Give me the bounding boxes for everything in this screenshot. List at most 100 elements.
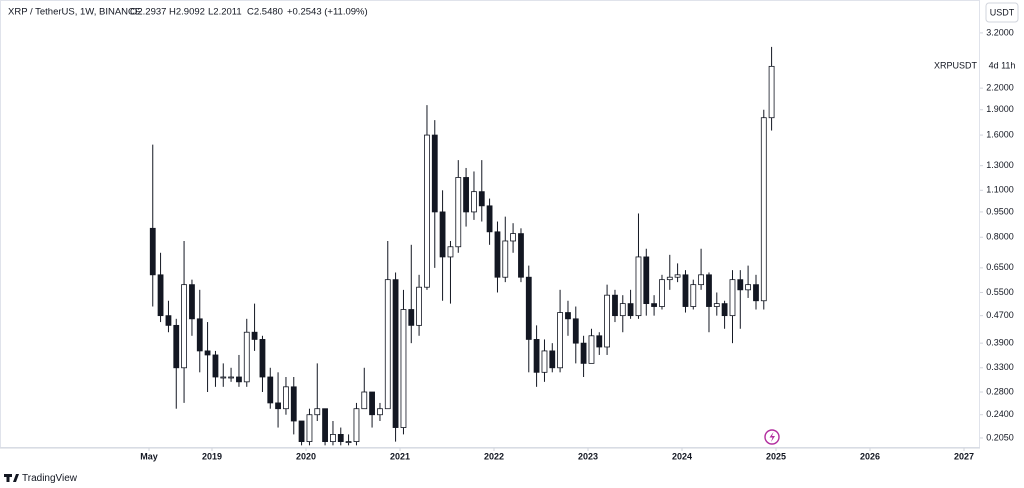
candle-body <box>737 279 744 291</box>
currency-button-label[interactable]: USDT <box>990 7 1015 17</box>
x-tick-label: May <box>140 451 158 461</box>
candle-body <box>768 65 775 119</box>
candle-body <box>149 227 156 276</box>
y-tick-label: 0.4700 <box>986 310 1014 320</box>
candle-body <box>651 303 657 307</box>
candle-body <box>659 279 665 307</box>
x-tick-label: 2027 <box>954 451 974 461</box>
y-tick-label: 0.5500 <box>986 287 1014 297</box>
x-tick-label: 2023 <box>578 451 598 461</box>
y-tick-label: 1.1000 <box>986 185 1014 195</box>
candle-body <box>361 391 368 410</box>
high-readout: H2.9092 <box>169 7 205 18</box>
candle-body <box>259 339 266 378</box>
candle-body <box>721 303 728 317</box>
candle-body <box>753 284 759 302</box>
candle-body <box>596 335 603 348</box>
icon-bolt[interactable] <box>769 432 776 442</box>
y-tick-label: 0.8000 <box>986 232 1014 242</box>
candle-body <box>604 294 610 348</box>
candle-body <box>745 284 751 291</box>
candle-body <box>337 434 344 442</box>
candle-body <box>478 191 485 207</box>
candle-body <box>713 303 720 307</box>
candle-body <box>212 354 219 378</box>
y-tick-label: 1.3000 <box>986 160 1014 170</box>
symbol-title: XRP / TetherUS, 1W, BINANCE <box>8 7 141 18</box>
x-tick-label: 2021 <box>390 451 410 461</box>
candle-body <box>173 324 180 369</box>
y-tick-label: 0.9500 <box>986 206 1014 216</box>
candle-body <box>619 303 626 317</box>
candle-body <box>525 276 532 340</box>
candle-body <box>760 117 767 302</box>
candle-body <box>424 134 430 288</box>
currency-button[interactable] <box>985 2 1019 23</box>
candle-body <box>283 386 289 410</box>
x-tick-label: 2022 <box>484 451 504 461</box>
tradingview-logo: TradingView <box>4 473 78 484</box>
candle-body <box>572 318 579 344</box>
x-tick-label: 2025 <box>766 451 786 461</box>
y-tick-label: 0.3900 <box>986 338 1014 348</box>
y-tick-label: 3.2000 <box>986 27 1014 37</box>
candle-body <box>384 279 391 410</box>
candle-body <box>267 376 274 404</box>
change-readout: +0.2543 (+11.09%) <box>287 7 368 18</box>
candle-body <box>275 402 281 410</box>
candle-body <box>330 434 336 442</box>
candle-body <box>643 256 650 305</box>
candle-body <box>471 191 477 213</box>
x-tick-label: 2020 <box>296 451 316 461</box>
candle-body <box>290 386 297 422</box>
brand-name: TradingView <box>22 473 78 484</box>
candle-body <box>706 274 712 307</box>
y-tick-label: 0.2800 <box>986 386 1014 396</box>
symbol-price-label: XRPUSDT <box>934 60 978 70</box>
y-tick-label: 0.2400 <box>986 409 1014 419</box>
candle-body <box>196 318 203 352</box>
candle-body <box>243 331 250 383</box>
candle-body <box>510 233 516 242</box>
candle-body <box>588 335 595 364</box>
y-tick-label: 2.2000 <box>986 83 1014 93</box>
candle-body <box>463 177 469 213</box>
candle-body <box>674 274 681 278</box>
candle-body <box>455 177 462 248</box>
candle-body <box>494 231 501 278</box>
candle-body <box>486 205 493 233</box>
candle-body <box>447 246 454 258</box>
candle-body <box>533 339 540 373</box>
y-tick-label: 0.3300 <box>986 362 1014 372</box>
y-tick-label: 1.6000 <box>986 129 1014 139</box>
logo-mark <box>4 474 19 482</box>
candle-body <box>392 279 399 428</box>
candle-body <box>369 391 375 416</box>
candle-body <box>322 408 328 442</box>
x-tick-label: 2019 <box>202 451 222 461</box>
x-tick-label: 2026 <box>860 451 880 461</box>
open-readout: O2.2937 <box>130 7 166 18</box>
candle-body <box>189 284 195 320</box>
candle-body <box>408 309 415 326</box>
ohlc-readout: O2.2937 H2.9092 L2.2011 C2.5480 +0.2543 … <box>130 7 368 18</box>
close-readout: C2.5480 <box>247 7 283 18</box>
candle-body <box>549 350 556 369</box>
candle-body <box>439 211 446 258</box>
candle-body <box>580 342 587 364</box>
candle-body <box>306 414 313 442</box>
ideas-icon[interactable] <box>764 429 780 445</box>
candle-body <box>228 376 234 379</box>
candle-body <box>236 376 242 383</box>
y-tick-label: 0.6500 <box>986 262 1014 272</box>
candle-body <box>181 284 187 369</box>
candle-body <box>298 420 305 442</box>
candle-body <box>353 408 360 442</box>
candle-body <box>541 350 548 373</box>
candles <box>149 46 775 446</box>
candle-body <box>502 240 509 278</box>
candle-body <box>416 286 422 326</box>
x-tick-label: 2024 <box>672 451 692 461</box>
